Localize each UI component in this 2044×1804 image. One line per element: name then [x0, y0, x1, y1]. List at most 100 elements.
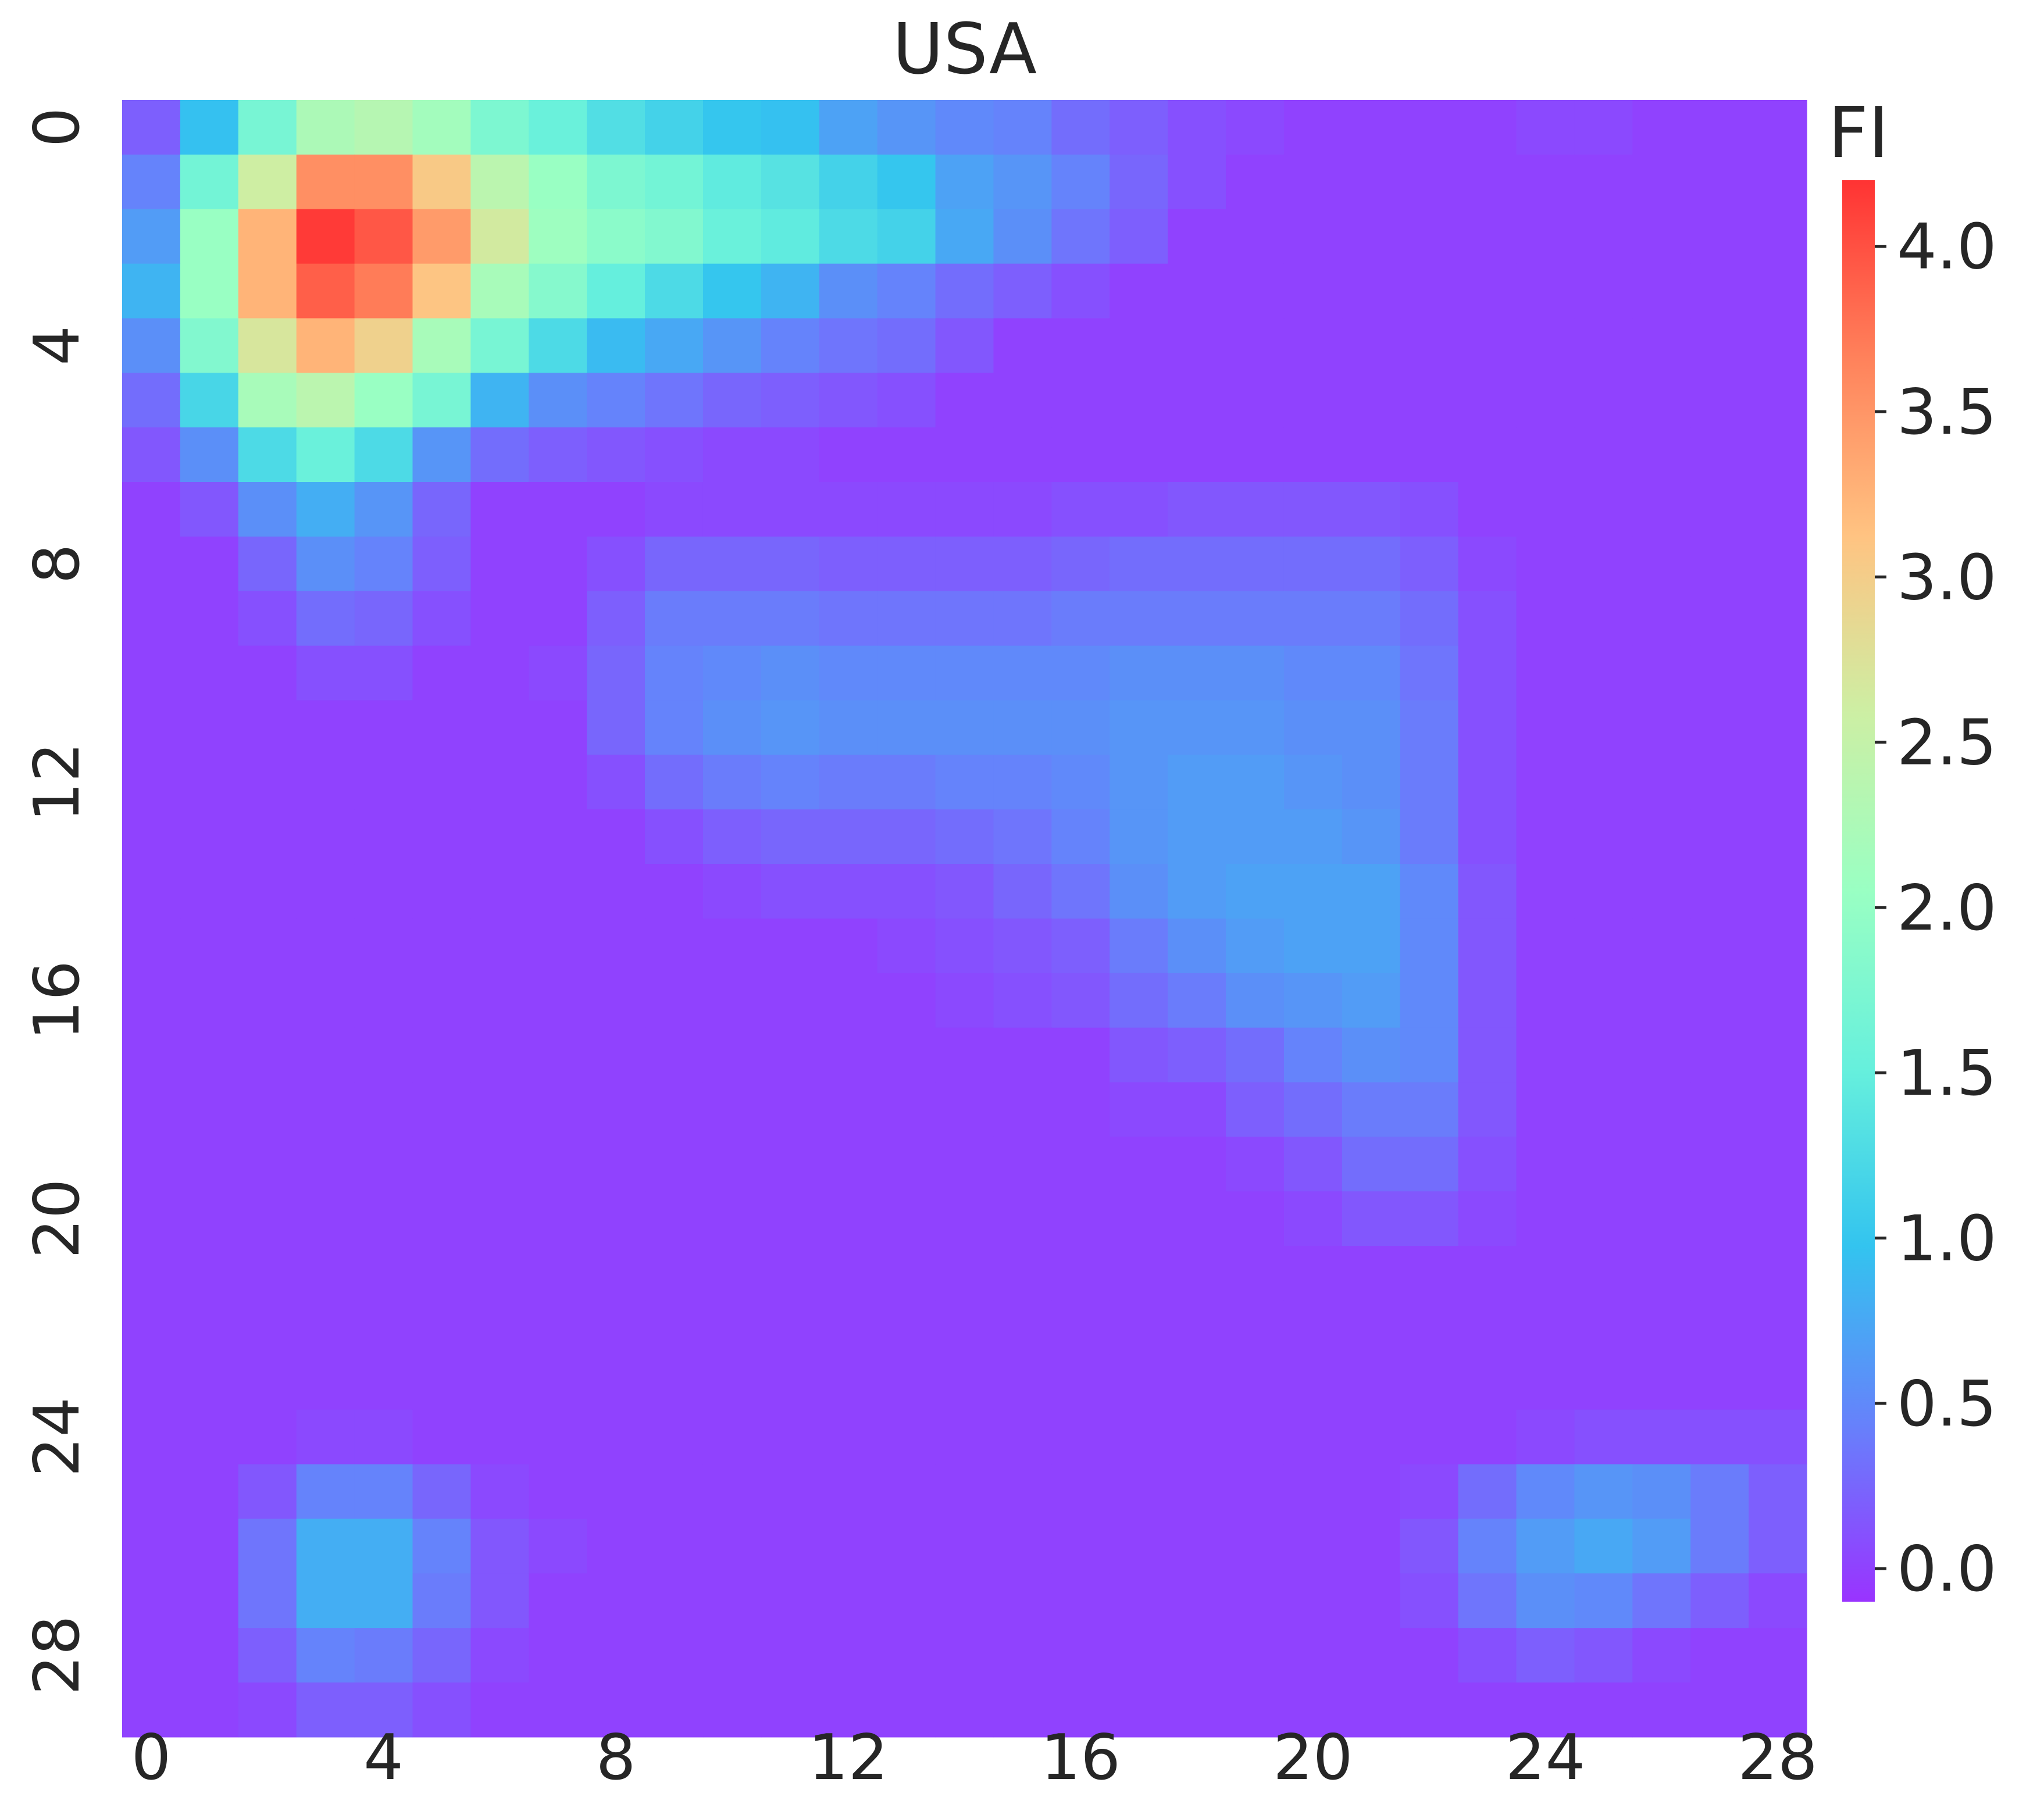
heatmap-cell — [645, 918, 704, 974]
heatmap-cell — [529, 1027, 587, 1083]
heatmap-cell — [993, 918, 1052, 974]
heatmap-cell — [1342, 373, 1401, 428]
heatmap-cell — [354, 1137, 413, 1192]
heatmap-cell — [1342, 700, 1401, 755]
heatmap-cell — [180, 1082, 239, 1137]
heatmap-cell — [180, 1027, 239, 1083]
heatmap-cell — [1458, 1573, 1517, 1628]
heatmap-cell — [470, 263, 529, 319]
heatmap-cell — [877, 1027, 936, 1083]
heatmap-cell — [1458, 973, 1517, 1028]
heatmap-cell — [1051, 809, 1110, 865]
heatmap-cell — [1574, 100, 1633, 155]
heatmap-cell — [1051, 1137, 1110, 1192]
heatmap-cell — [1690, 918, 1749, 974]
heatmap-cell — [1749, 973, 1807, 1028]
heatmap-cell — [1458, 918, 1517, 974]
heatmap-cell — [412, 1191, 471, 1246]
heatmap-cell — [761, 1027, 820, 1083]
heatmap-cell — [702, 1573, 762, 1628]
heatmap-cell — [877, 1682, 936, 1738]
heatmap-cell — [1690, 645, 1749, 701]
heatmap-cell — [238, 1191, 297, 1246]
heatmap-cell — [1226, 973, 1285, 1028]
heatmap-cell — [529, 918, 587, 974]
heatmap-cell — [1574, 864, 1633, 919]
heatmap-cell — [1283, 373, 1343, 428]
heatmap-cell — [1400, 1137, 1459, 1192]
heatmap-cell — [1342, 536, 1401, 592]
heatmap-cell — [238, 1300, 297, 1356]
heatmap-cell — [122, 1027, 181, 1083]
heatmap-cell — [470, 482, 529, 537]
heatmap-cell — [238, 809, 297, 865]
heatmap-cell — [470, 1300, 529, 1356]
heatmap-cell — [180, 1137, 239, 1192]
heatmap-cell — [1051, 864, 1110, 919]
heatmap-cell — [1400, 263, 1459, 319]
heatmap-cell — [1690, 1027, 1749, 1083]
heatmap-cell — [354, 755, 413, 810]
heatmap-cell — [296, 1082, 355, 1137]
heatmap-cell — [529, 318, 587, 373]
heatmap-cell — [296, 1137, 355, 1192]
heatmap-cell — [1458, 809, 1517, 865]
heatmap-cell — [1226, 1464, 1285, 1520]
heatmap-cell — [645, 591, 704, 646]
heatmap-cell — [412, 1355, 471, 1410]
heatmap-cell — [1574, 1082, 1633, 1137]
heatmap-cell — [1168, 645, 1226, 701]
heatmap-cell — [1400, 1082, 1459, 1137]
heatmap-cell — [354, 318, 413, 373]
heatmap-cell — [529, 864, 587, 919]
heatmap-cell — [412, 918, 471, 974]
heatmap-cell — [1226, 154, 1285, 210]
heatmap-cell — [1110, 100, 1168, 155]
heatmap-cell — [1458, 209, 1517, 265]
heatmap-cell — [645, 1137, 704, 1192]
heatmap-cell — [1690, 209, 1749, 265]
heatmap-cell — [1516, 209, 1575, 265]
heatmap-cell — [1400, 809, 1459, 865]
heatmap-cell — [1632, 918, 1691, 974]
heatmap-cell — [122, 1082, 181, 1137]
heatmap-cell — [1749, 1246, 1807, 1301]
heatmap-cell — [935, 536, 994, 592]
heatmap-cell — [993, 1519, 1052, 1574]
heatmap-cell — [935, 263, 994, 319]
heatmap-cell — [1283, 100, 1343, 155]
heatmap-cell — [1632, 1519, 1691, 1574]
heatmap-cell — [993, 1027, 1052, 1083]
heatmap-cell — [296, 1409, 355, 1465]
heatmap-cell — [1110, 1191, 1168, 1246]
heatmap-cell — [296, 645, 355, 701]
heatmap-cell — [1574, 318, 1633, 373]
heatmap-cell — [529, 1191, 587, 1246]
heatmap-cell — [1400, 373, 1459, 428]
heatmap-cell — [645, 645, 704, 701]
heatmap-cell — [1110, 1464, 1168, 1520]
heatmap-cell — [1342, 1300, 1401, 1356]
heatmap-cell — [180, 373, 239, 428]
heatmap-cell — [702, 1682, 762, 1738]
heatmap-cell — [1168, 263, 1226, 319]
heatmap-cell — [1168, 1137, 1226, 1192]
heatmap-cell — [354, 1027, 413, 1083]
heatmap-cell — [1051, 1191, 1110, 1246]
heatmap-cell — [819, 209, 878, 265]
heatmap-cell — [1516, 1137, 1575, 1192]
heatmap-cell — [877, 373, 936, 428]
heatmap-cell — [1574, 427, 1633, 483]
heatmap-cell — [238, 536, 297, 592]
heatmap-cell — [122, 318, 181, 373]
heatmap-cell — [587, 591, 645, 646]
heatmap-cell — [761, 1628, 820, 1683]
heatmap-cell — [819, 918, 878, 974]
heatmap-cell — [296, 154, 355, 210]
heatmap-cell — [1400, 209, 1459, 265]
chart-title: USA — [893, 9, 1037, 90]
heatmap-cell — [470, 591, 529, 646]
heatmap-cell — [1168, 100, 1226, 155]
heatmap-cell — [122, 1519, 181, 1574]
heatmap-cell — [412, 973, 471, 1028]
